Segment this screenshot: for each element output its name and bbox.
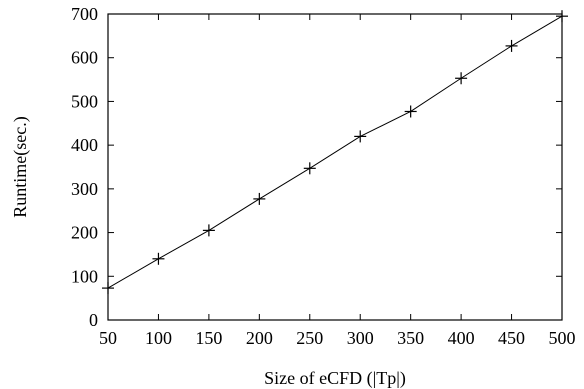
x-tick-label: 400 bbox=[448, 328, 475, 348]
x-axis: 50 100 150 200 250 300 350 400 450 500 bbox=[99, 14, 576, 348]
y-tick-label: 100 bbox=[71, 266, 98, 286]
data-point bbox=[303, 162, 316, 175]
y-tick-label: 300 bbox=[71, 179, 98, 199]
y-tick-label: 0 bbox=[89, 310, 98, 330]
x-tick-label: 50 bbox=[99, 328, 117, 348]
y-tick-label: 400 bbox=[71, 135, 98, 155]
y-axis-label: Runtime(sec.) bbox=[10, 116, 31, 217]
y-tick-label: 500 bbox=[71, 91, 98, 111]
data-point bbox=[152, 252, 165, 265]
x-axis-label: Size of eCFD (|Tp|) bbox=[264, 368, 406, 389]
data-point bbox=[102, 282, 114, 295]
data-point bbox=[556, 10, 568, 23]
x-tick-label: 450 bbox=[498, 328, 525, 348]
data-point bbox=[253, 192, 266, 205]
x-tick-label: 200 bbox=[246, 328, 273, 348]
data-point bbox=[455, 72, 468, 85]
y-tick-label: 700 bbox=[71, 4, 98, 24]
plot-frame bbox=[107, 13, 563, 321]
x-tick-label: 250 bbox=[296, 328, 323, 348]
data-point bbox=[202, 224, 215, 237]
data-point bbox=[505, 39, 518, 52]
x-tick-label: 300 bbox=[347, 328, 374, 348]
x-tick-label: 500 bbox=[549, 328, 576, 348]
series-line bbox=[107, 15, 563, 289]
y-axis: 0 100 200 300 400 500 600 700 bbox=[71, 4, 562, 330]
x-tick-label: 350 bbox=[397, 328, 424, 348]
data-point bbox=[404, 105, 417, 118]
x-tick-label: 150 bbox=[195, 328, 222, 348]
y-tick-label: 200 bbox=[71, 223, 98, 243]
x-tick-label: 100 bbox=[145, 328, 172, 348]
y-tick-label: 600 bbox=[71, 48, 98, 68]
data-point bbox=[354, 130, 367, 143]
series-group bbox=[102, 10, 568, 295]
